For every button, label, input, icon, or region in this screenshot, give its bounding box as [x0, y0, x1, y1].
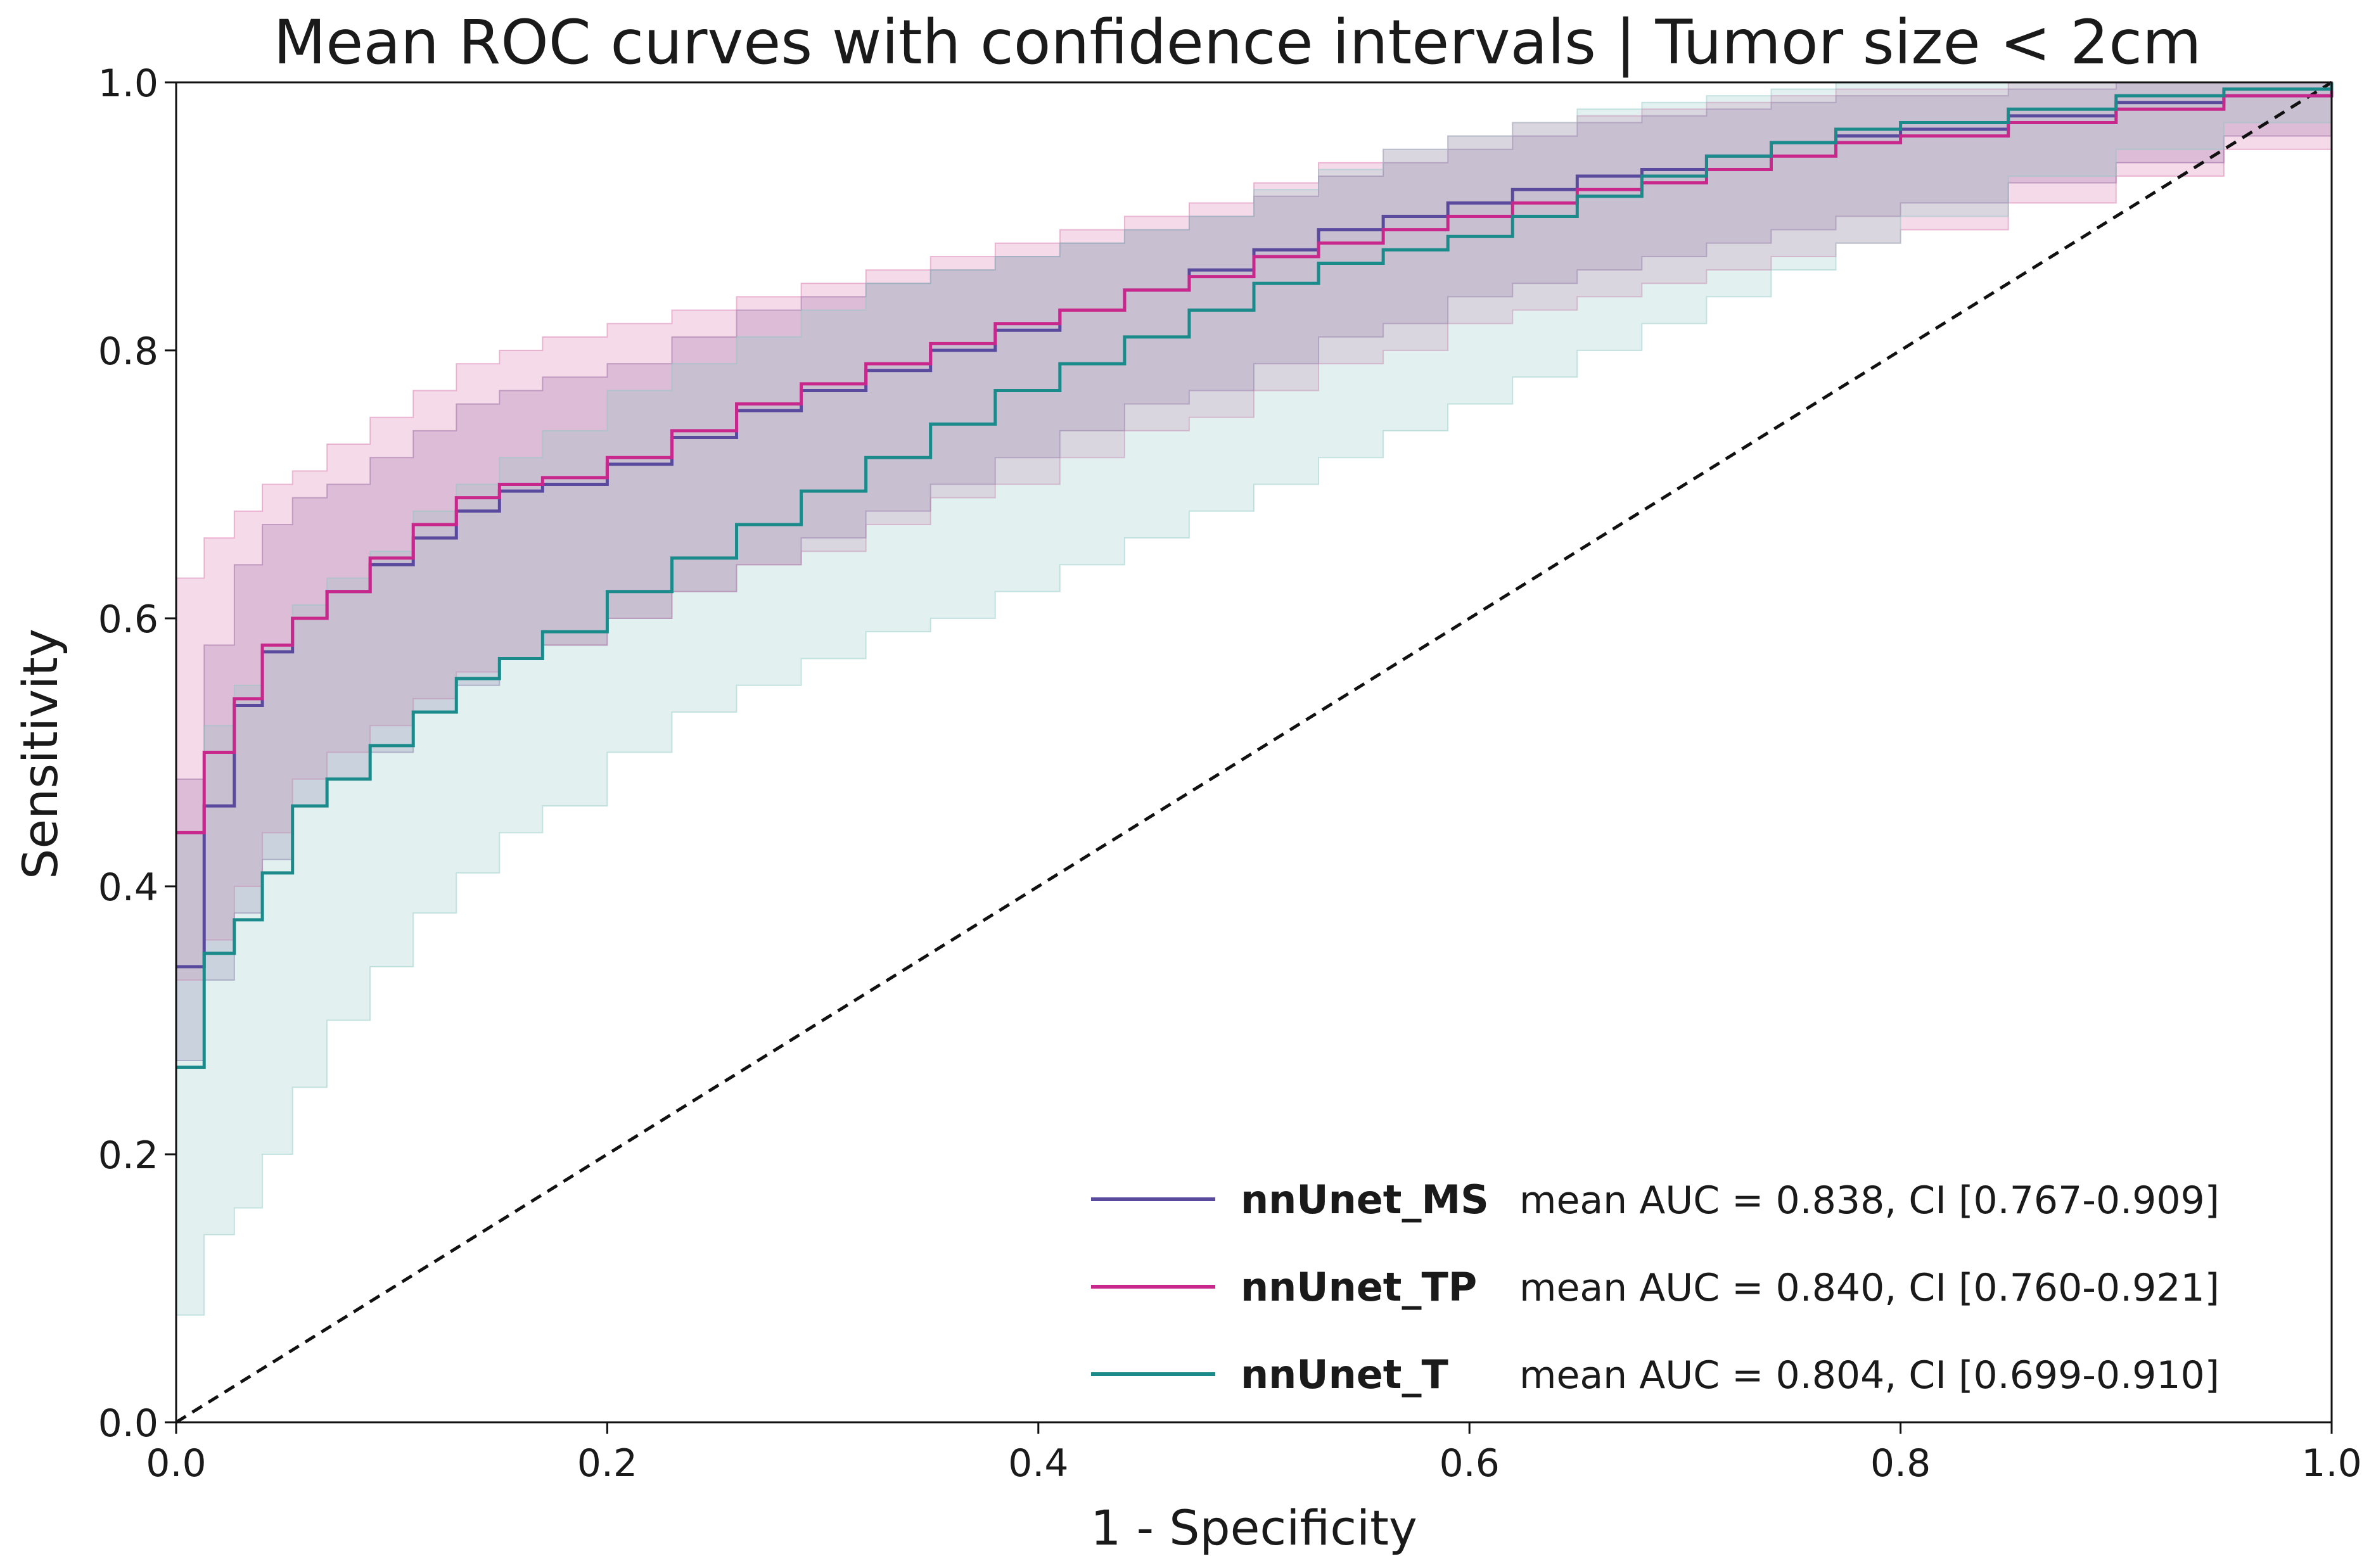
x-axis-ticks: 0.0 0.2 0.4 0.6 0.8 1.0 — [146, 1422, 2362, 1486]
legend-series-name: nnUnet_MS — [1241, 1176, 1489, 1223]
roc-line-nnUnet_T — [176, 82, 2334, 1069]
roc-line-nnUnet_TP — [176, 82, 2334, 834]
y-tick-label: 0.4 — [98, 865, 158, 910]
legend: nnUnet_MS mean AUC = 0.838, CI [0.767-0.9… — [1091, 1176, 2220, 1398]
y-tick-label: 0.8 — [98, 329, 158, 374]
y-tick-label: 0.0 — [98, 1401, 158, 1446]
legend-auc-text: mean AUC = 0.840, CI [0.760-0.921] — [1519, 1266, 2220, 1310]
x-tick-label: 0.4 — [1008, 1441, 1068, 1486]
legend-auc-text: mean AUC = 0.804, CI [0.699-0.910] — [1519, 1353, 2220, 1398]
x-tick-label: 0.6 — [1439, 1441, 1499, 1486]
y-axis-label: Sensitivity — [12, 628, 68, 879]
roc-lines — [176, 82, 2334, 1069]
y-tick-label: 1.0 — [98, 61, 158, 106]
legend-series-name: nnUnet_T — [1241, 1351, 1448, 1398]
x-tick-label: 0.8 — [1870, 1441, 1931, 1486]
y-axis-ticks: 0.0 0.2 0.4 0.6 0.8 1.0 — [98, 61, 176, 1446]
legend-auc-text: mean AUC = 0.838, CI [0.767-0.909] — [1519, 1178, 2220, 1223]
chart-title: Mean ROC curves with confidence interval… — [273, 7, 2201, 79]
legend-series-name: nnUnet_TP — [1241, 1264, 1477, 1310]
x-tick-label: 0.2 — [577, 1441, 637, 1486]
chance-diagonal-line — [175, 80, 2333, 1424]
y-tick-label: 0.2 — [98, 1133, 158, 1178]
x-tick-label: 0.0 — [146, 1441, 206, 1486]
x-axis-label: 1 - Specificity — [1090, 1500, 1417, 1556]
ci-band-nnUnet_T — [176, 82, 2332, 1316]
x-tick-label: 1.0 — [2301, 1441, 2361, 1486]
diagonal-line-group — [175, 80, 2333, 1424]
plot-frame — [175, 81, 2333, 1424]
y-tick-label: 0.6 — [98, 597, 158, 642]
